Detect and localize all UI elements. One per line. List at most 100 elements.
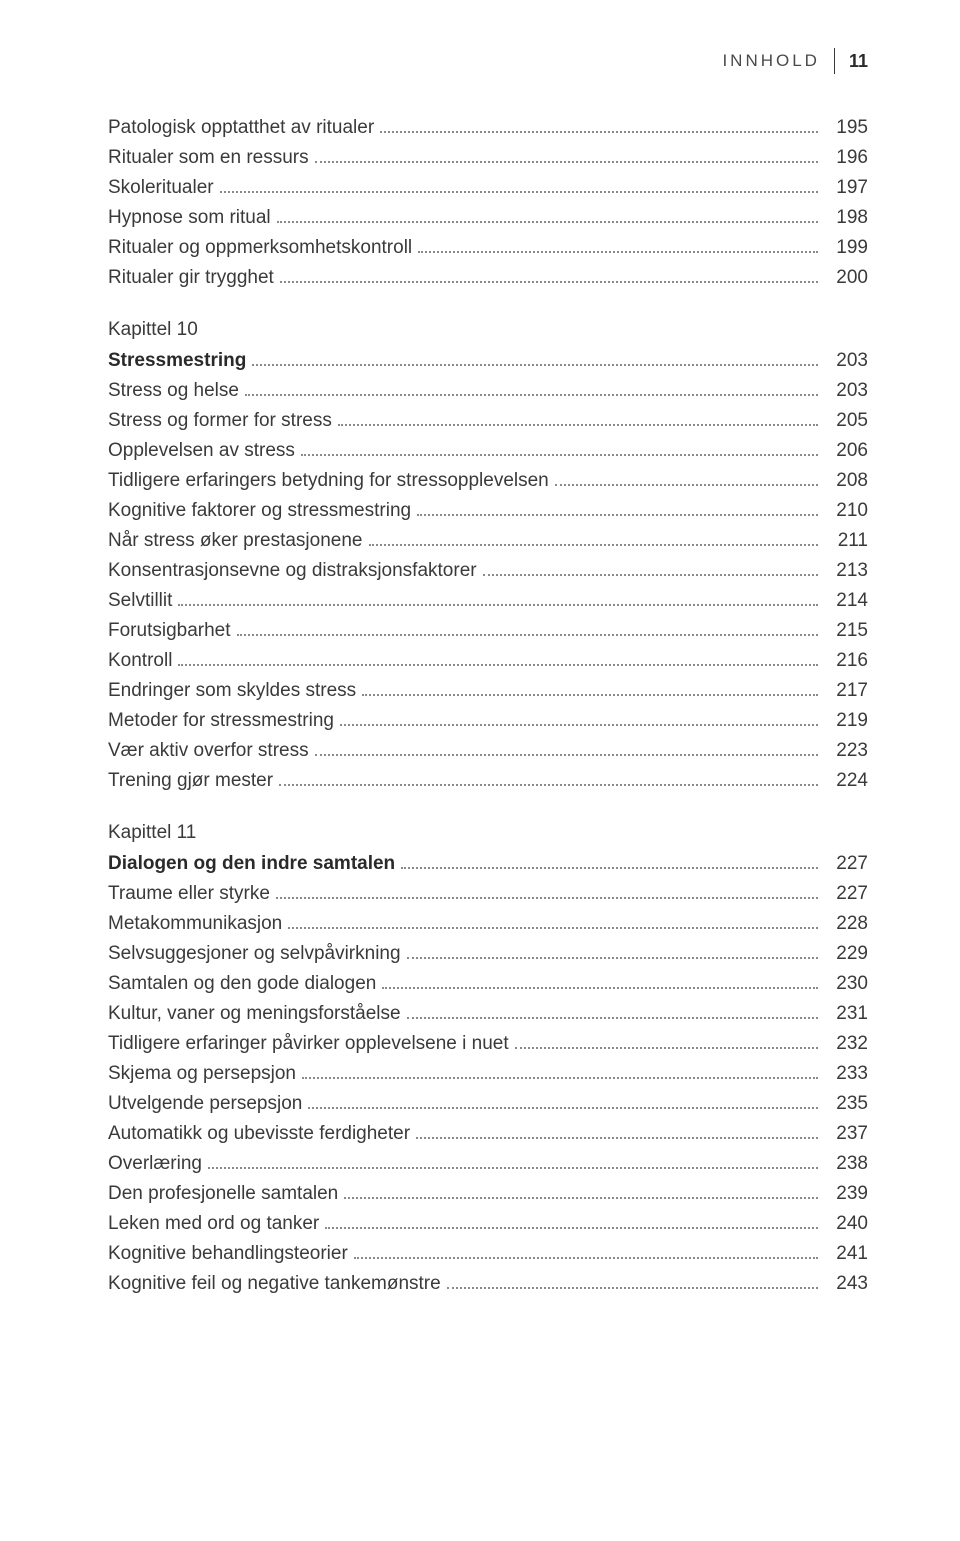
toc-leader-dots (301, 454, 818, 456)
toc-row: Metakommunikasjon228 (108, 914, 868, 933)
toc-row: Når stress øker prestasjonene211 (108, 531, 868, 550)
toc-entry-label: Ritualer og oppmerksomhetskontroll (108, 238, 412, 257)
toc-entry-page: 211 (824, 531, 868, 550)
toc-leader-dots (382, 987, 818, 989)
toc-entry-label: Kultur, vaner og meningsforståelse (108, 1004, 401, 1023)
toc-row: Hypnose som ritual198 (108, 208, 868, 227)
toc-entry-page: 205 (824, 411, 868, 430)
toc-entry-label: Ritualer som en ressurs (108, 148, 309, 167)
toc-row: Traume eller styrke 227 (108, 884, 868, 903)
toc-leader-dots (220, 191, 818, 193)
toc-entry-page: 200 (824, 268, 868, 287)
toc-leader-dots (276, 897, 818, 899)
toc-row: Kognitive feil og negative tankemønstre 2… (108, 1274, 868, 1293)
toc-leader-dots (369, 544, 819, 546)
toc-row: Kognitive faktorer og stressmestring 210 (108, 501, 868, 520)
toc-row: Opplevelsen av stress 206 (108, 441, 868, 460)
toc-row: Samtalen og den gode dialogen230 (108, 974, 868, 993)
toc-row: Ritualer gir trygghet 200 (108, 268, 868, 287)
chapter-label: Kapittel 11 (108, 822, 868, 844)
toc-entry-page: 240 (824, 1214, 868, 1233)
toc-entry-label: Samtalen og den gode dialogen (108, 974, 376, 993)
toc-entry-label: Tidligere erfaringers betydning for stre… (108, 471, 549, 490)
toc-row: Automatikk og ubevisste ferdigheter237 (108, 1124, 868, 1143)
toc-entry-page: 235 (824, 1094, 868, 1113)
running-header-text: INNHOLD (722, 51, 820, 71)
running-header: INNHOLD 11 (108, 48, 868, 74)
toc-row: Stressmestring203 (108, 351, 868, 370)
toc-entry-page: 227 (824, 854, 868, 873)
toc-row: Trening gjør mester 224 (108, 771, 868, 790)
page-number: 11 (849, 51, 868, 72)
header-separator (834, 48, 835, 74)
toc-leader-dots (325, 1227, 818, 1229)
toc-entry-page: 238 (824, 1154, 868, 1173)
toc-leader-dots (178, 604, 818, 606)
toc-entry-label: Patologisk opptatthet av ritualer (108, 118, 374, 137)
toc-entry-label: Leken med ord og tanker (108, 1214, 319, 1233)
toc-entry-label: Kognitive behandlingsteorier (108, 1244, 348, 1263)
toc-entry-label: Vær aktiv overfor stress (108, 741, 309, 760)
toc-leader-dots (401, 867, 818, 869)
toc-entry-page: 215 (824, 621, 868, 640)
toc-leader-dots (252, 364, 818, 366)
toc-entry-page: 227 (824, 884, 868, 903)
toc-leader-dots (237, 634, 818, 636)
toc-block: Kapittel 11 Dialogen og den indre samtale… (108, 822, 868, 1293)
toc-leader-dots (418, 251, 818, 253)
chapter-label: Kapittel 10 (108, 319, 868, 341)
toc-row: Skoleritualer197 (108, 178, 868, 197)
toc-entry-label: Utvelgende persepsjon (108, 1094, 302, 1113)
toc-leader-dots (340, 724, 818, 726)
toc-entry-label: Endringer som skyldes stress (108, 681, 356, 700)
toc-entry-label: Kognitive faktorer og stressmestring (108, 501, 411, 520)
toc-entry-page: 213 (824, 561, 868, 580)
toc-leader-dots (416, 1137, 818, 1139)
toc-row: Leken med ord og tanker 240 (108, 1214, 868, 1233)
toc-leader-dots (417, 514, 818, 516)
toc-entry-label: Selvsuggesjoner og selvpåvirkning (108, 944, 401, 963)
toc-entry-label: Kognitive feil og negative tankemønstre (108, 1274, 441, 1293)
toc-row: Selvsuggesjoner og selvpåvirkning 229 (108, 944, 868, 963)
toc-entry-label: Automatikk og ubevisste ferdigheter (108, 1124, 410, 1143)
toc-entry-page: 206 (824, 441, 868, 460)
toc-entry-label: Hypnose som ritual (108, 208, 271, 227)
toc-leader-dots (280, 281, 818, 283)
toc-entry-label: Overlæring (108, 1154, 202, 1173)
toc-row: Ritualer som en ressurs 196 (108, 148, 868, 167)
toc-leader-dots (344, 1197, 818, 1199)
toc-entry-page: 231 (824, 1004, 868, 1023)
toc-leader-dots (483, 574, 818, 576)
toc-entry-label: Stressmestring (108, 351, 246, 370)
toc-entry-page: 229 (824, 944, 868, 963)
toc-entry-label: Ritualer gir trygghet (108, 268, 274, 287)
toc-leader-dots (315, 161, 818, 163)
toc-row: Selvtillit214 (108, 591, 868, 610)
toc-entry-label: Forutsigbarhet (108, 621, 231, 640)
toc-entry-page: 203 (824, 381, 868, 400)
toc-leader-dots (407, 1017, 818, 1019)
toc-row: Overlæring 238 (108, 1154, 868, 1173)
toc-entry-label: Traume eller styrke (108, 884, 270, 903)
toc-leader-dots (308, 1107, 818, 1109)
toc-entry-page: 210 (824, 501, 868, 520)
toc-leader-dots (515, 1047, 818, 1049)
toc-row: Ritualer og oppmerksomhetskontroll199 (108, 238, 868, 257)
toc-leader-dots (338, 424, 818, 426)
toc-leader-dots (362, 694, 818, 696)
toc-leader-dots (407, 957, 818, 959)
toc-entry-label: Trening gjør mester (108, 771, 273, 790)
toc-entry-label: Opplevelsen av stress (108, 441, 295, 460)
toc-entry-page: 224 (824, 771, 868, 790)
toc-entry-label: Selvtillit (108, 591, 172, 610)
toc-entry-page: 219 (824, 711, 868, 730)
toc-leader-dots (279, 784, 818, 786)
toc-entry-page: 196 (824, 148, 868, 167)
toc-row: Forutsigbarhet 215 (108, 621, 868, 640)
toc-row: Tidligere erfaringer påvirker opplevelse… (108, 1034, 868, 1053)
toc-entry-label: Stress og former for stress (108, 411, 332, 430)
toc-entry-page: 232 (824, 1034, 868, 1053)
toc-row: Dialogen og den indre samtalen227 (108, 854, 868, 873)
toc-entry-page: 243 (824, 1274, 868, 1293)
toc-entry-label: Konsentrasjonsevne og distraksjonsfaktor… (108, 561, 477, 580)
